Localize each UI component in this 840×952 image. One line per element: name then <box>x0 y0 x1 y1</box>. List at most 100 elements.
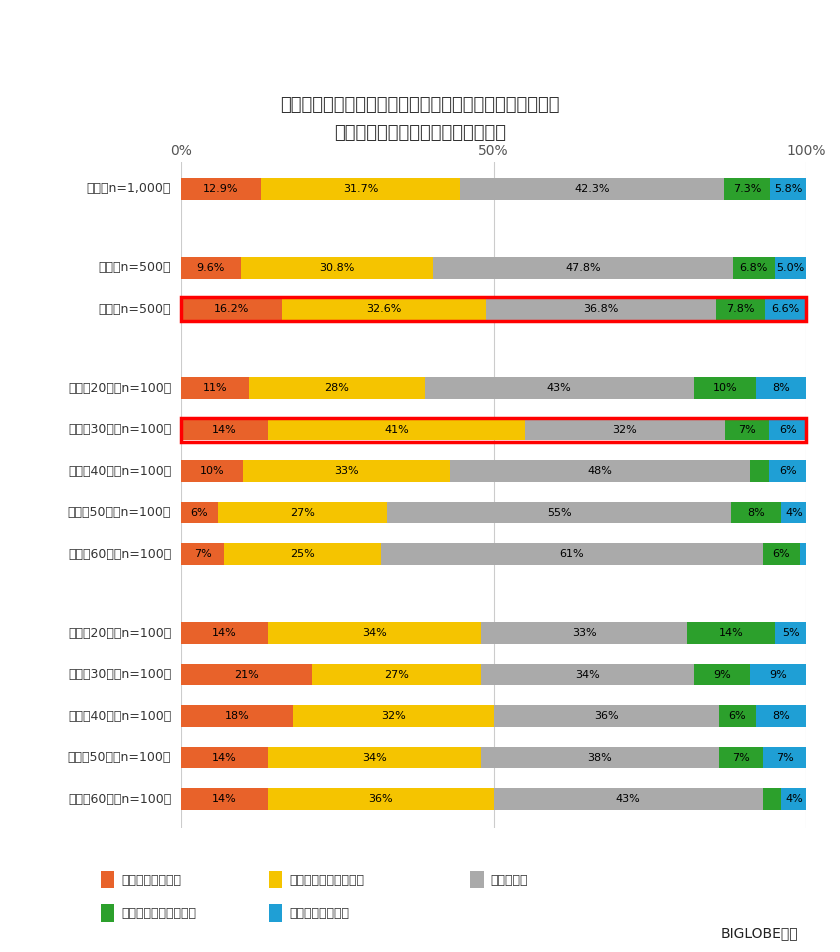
Text: 34%: 34% <box>575 669 600 680</box>
Bar <box>218 502 387 524</box>
Bar <box>312 664 481 685</box>
Text: 女性・30代（n=100）: 女性・30代（n=100） <box>68 668 171 681</box>
Text: 外出自粛などで人との接触機会が少なくなったことによる
ストレス量の変化はどう変わった？: 外出自粛などで人との接触機会が少なくなったことによる ストレス量の変化はどう変わ… <box>281 96 559 142</box>
Bar <box>770 178 806 200</box>
Text: 42.3%: 42.3% <box>575 184 610 194</box>
Text: BIGLOBE調べ: BIGLOBE調べ <box>721 926 798 941</box>
Bar <box>459 178 724 200</box>
Text: 32.6%: 32.6% <box>366 305 402 314</box>
Text: 11%: 11% <box>202 383 228 393</box>
Text: 43%: 43% <box>547 383 571 393</box>
Text: 6.6%: 6.6% <box>772 305 800 314</box>
Text: 8%: 8% <box>748 507 765 518</box>
Bar <box>732 502 781 524</box>
Text: 28%: 28% <box>324 383 349 393</box>
Bar <box>282 298 486 320</box>
Bar <box>769 461 806 482</box>
Text: 36%: 36% <box>594 711 618 721</box>
Text: 12.9%: 12.9% <box>203 184 239 194</box>
Text: 女性・20代（n=100）: 女性・20代（n=100） <box>68 626 171 640</box>
Bar <box>449 461 750 482</box>
Text: 18%: 18% <box>224 711 249 721</box>
Text: 7%: 7% <box>194 549 212 559</box>
Text: 男性・20代（n=100）: 男性・20代（n=100） <box>68 382 171 395</box>
Text: 10%: 10% <box>712 383 738 393</box>
Text: 9%: 9% <box>769 669 787 680</box>
Text: 14%: 14% <box>212 425 237 435</box>
Bar <box>763 747 806 768</box>
Text: 男性・40代（n=100）: 男性・40代（n=100） <box>68 465 171 478</box>
Bar <box>732 257 775 279</box>
Text: 9.6%: 9.6% <box>197 263 225 272</box>
Text: 43%: 43% <box>616 794 640 804</box>
Bar <box>725 419 769 441</box>
Bar <box>717 298 765 320</box>
Bar <box>181 502 218 524</box>
Text: 4%: 4% <box>785 794 803 804</box>
Bar <box>181 705 293 727</box>
Text: ストレスが減った: ストレスが減った <box>289 907 349 921</box>
Bar <box>181 788 268 810</box>
Text: 6%: 6% <box>729 711 747 721</box>
Text: 男性・60代（n=100）: 男性・60代（n=100） <box>68 547 171 561</box>
Bar <box>750 664 806 685</box>
Bar <box>494 705 719 727</box>
Bar <box>181 664 312 685</box>
Text: 36%: 36% <box>369 794 393 804</box>
Bar <box>181 298 282 320</box>
Text: 6%: 6% <box>191 507 208 518</box>
Bar <box>756 377 806 399</box>
Bar <box>775 257 806 279</box>
Bar <box>181 623 268 644</box>
Text: 47.8%: 47.8% <box>565 263 601 272</box>
Text: 32%: 32% <box>612 425 638 435</box>
Bar <box>769 419 806 441</box>
Text: 27%: 27% <box>290 507 315 518</box>
Text: 41%: 41% <box>384 425 409 435</box>
Text: 9%: 9% <box>713 669 731 680</box>
Text: 32%: 32% <box>381 711 406 721</box>
Text: 7.3%: 7.3% <box>733 184 761 194</box>
Text: 33%: 33% <box>334 466 359 476</box>
Text: 33%: 33% <box>572 628 596 638</box>
Bar <box>481 747 719 768</box>
Text: 6%: 6% <box>773 549 790 559</box>
Bar <box>694 664 750 685</box>
Text: 36.8%: 36.8% <box>584 305 619 314</box>
Bar <box>381 544 763 565</box>
Bar <box>781 788 806 810</box>
Text: 5.0%: 5.0% <box>777 263 805 272</box>
Text: 34%: 34% <box>362 628 387 638</box>
Text: 21%: 21% <box>234 669 259 680</box>
Bar <box>268 419 525 441</box>
Text: 14%: 14% <box>719 628 743 638</box>
Text: 7%: 7% <box>775 753 793 763</box>
Text: 女性・40代（n=100）: 女性・40代（n=100） <box>68 709 171 723</box>
Text: 6%: 6% <box>779 466 796 476</box>
Text: 8%: 8% <box>773 711 790 721</box>
Bar <box>719 705 756 727</box>
Bar <box>765 298 806 320</box>
Text: 10%: 10% <box>200 466 224 476</box>
Text: 14%: 14% <box>212 794 237 804</box>
Text: 男性・30代（n=100）: 男性・30代（n=100） <box>68 423 171 436</box>
Text: 31.7%: 31.7% <box>343 184 378 194</box>
Text: 55%: 55% <box>547 507 571 518</box>
Bar <box>775 623 806 644</box>
Text: 7.8%: 7.8% <box>727 305 755 314</box>
Bar <box>763 788 781 810</box>
Text: ややストレスが減った: ややストレスが減った <box>121 907 196 921</box>
Bar <box>494 788 763 810</box>
Text: 61%: 61% <box>559 549 584 559</box>
Text: 6%: 6% <box>779 425 796 435</box>
Text: 男性・50代（n=100）: 男性・50代（n=100） <box>68 506 171 519</box>
Bar <box>481 664 694 685</box>
Bar <box>525 419 725 441</box>
Bar <box>268 747 481 768</box>
Bar <box>181 747 268 768</box>
Text: 8%: 8% <box>773 383 790 393</box>
Bar <box>181 419 268 441</box>
Text: 7%: 7% <box>738 425 756 435</box>
Bar <box>781 502 806 524</box>
Bar <box>181 377 249 399</box>
